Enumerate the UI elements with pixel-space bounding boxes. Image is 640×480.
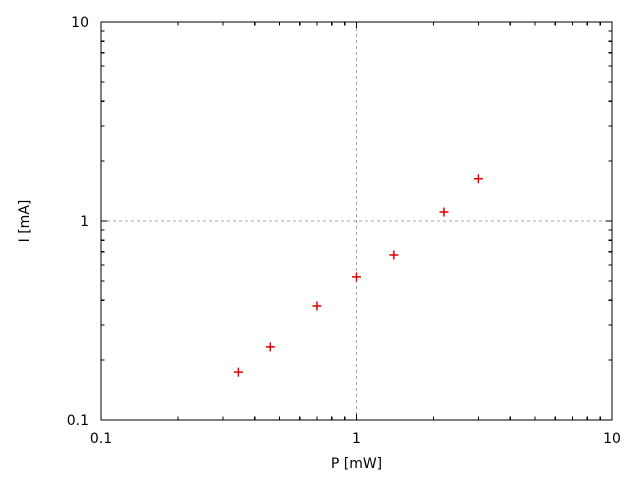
data-point-marker [265, 342, 275, 352]
x-axis-title: P [mW] [331, 456, 382, 472]
y-tick-label: 1 [80, 214, 89, 230]
x-tick-label: 1 [352, 431, 361, 447]
x-tick-label: 10 [603, 431, 621, 447]
x-tick-label: 0.1 [90, 431, 112, 447]
data-point-marker [352, 272, 361, 282]
data-point-marker [312, 301, 322, 311]
y-tick-label: 10 [71, 15, 89, 31]
data-point-marker [233, 367, 243, 377]
data-point-marker [439, 207, 449, 217]
y-axis-title: I [mA] [17, 200, 33, 243]
data-point-marker [473, 174, 483, 184]
y-tick-label: 0.1 [67, 413, 89, 429]
data-point-marker [389, 250, 399, 260]
